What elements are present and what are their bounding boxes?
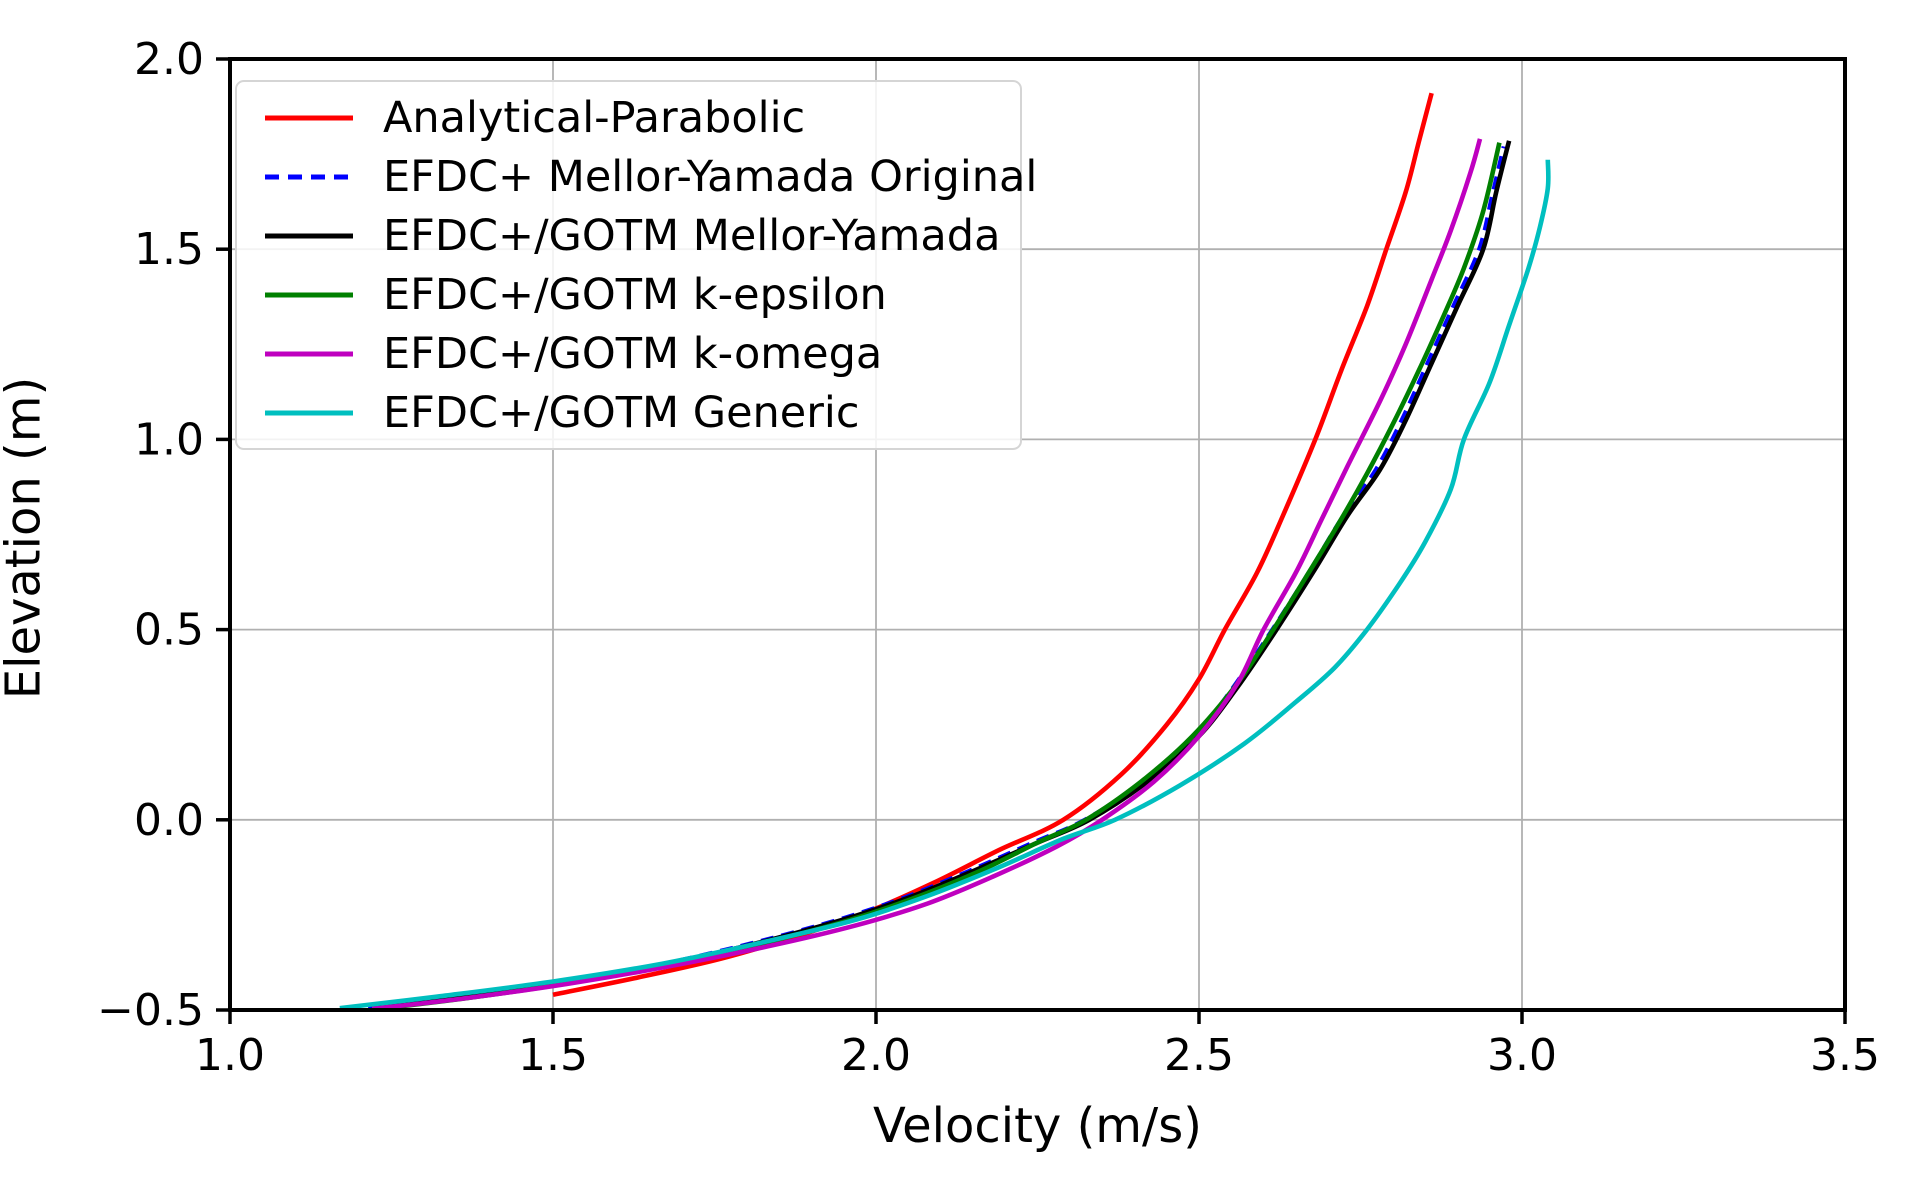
legend-line-swatch-icon (265, 285, 353, 304)
series-line-efdc-mellor-yamada-original (367, 145, 1507, 1012)
y-tick-label: 0.0 (134, 795, 204, 846)
legend-label: EFDC+ Mellor-Yamada Original (383, 151, 1038, 202)
legend-swatch-line (265, 410, 353, 416)
y-tick-label: 2.0 (134, 34, 204, 85)
y-tick-label: 1.0 (134, 414, 204, 465)
series-line-efdc-gotm-generic (339, 159, 1551, 1011)
y-tick-label: 1.5 (134, 224, 204, 275)
legend-swatch-line (265, 115, 353, 121)
legend-line-swatch-icon (265, 108, 353, 127)
y-tick-label: 0.5 (134, 605, 204, 656)
series-line-efdc-gotm-k-omega (371, 138, 1483, 1012)
legend-label: EFDC+/GOTM Generic (383, 387, 860, 438)
x-tick-label: 2.0 (841, 1030, 911, 1081)
legend-dashed-line-swatch-icon (265, 167, 353, 186)
legend-label: EFDC+/GOTM k-omega (383, 328, 883, 379)
axes-spines (228, 57, 1847, 1012)
x-tick-label: 2.5 (1164, 1030, 1234, 1081)
legend-label: EFDC+/GOTM k-epsilon (383, 269, 887, 320)
legend-swatch-line (265, 351, 353, 357)
legend-line-swatch-icon (265, 226, 353, 245)
legend-line-swatch-icon (265, 403, 353, 422)
legend-swatch-line (265, 233, 353, 239)
legend-label: EFDC+/GOTM Mellor-Yamada (383, 210, 1001, 261)
x-tick-label: 3.0 (1487, 1030, 1557, 1081)
x-tick-label: 1.5 (518, 1030, 588, 1081)
legend-swatch-line (265, 174, 353, 180)
legend-item-efdc-gotm-generic: EFDC+/GOTM Generic (237, 388, 1020, 438)
legend-item-efdc-gotm-k-epsilon: EFDC+/GOTM k-epsilon (237, 270, 1020, 320)
legend-item-efdc-mellor-yamada-original: EFDC+ Mellor-Yamada Original (237, 152, 1037, 202)
legend-swatch-line (265, 292, 353, 298)
x-tick-label: 1.0 (195, 1030, 265, 1081)
y-axis-title: Elevation (m) (0, 376, 52, 700)
legend-line-swatch-icon (265, 344, 353, 363)
legend-item-efdc-gotm-k-omega: EFDC+/GOTM k-omega (237, 329, 1020, 379)
x-axis-title: Velocity (m/s) (873, 1098, 1202, 1154)
legend-item-efdc-gotm-mellor-yamada: EFDC+/GOTM Mellor-Yamada (237, 211, 1020, 261)
legend: Analytical-Parabolic EFDC+ Mellor-Yamada… (235, 80, 1037, 450)
y-tick-label: −0.5 (97, 985, 204, 1036)
legend-label: Analytical-Parabolic (383, 92, 806, 143)
x-tick-label: 3.5 (1810, 1030, 1880, 1081)
legend-item-analytical-parabolic: Analytical-Parabolic (237, 93, 1020, 143)
